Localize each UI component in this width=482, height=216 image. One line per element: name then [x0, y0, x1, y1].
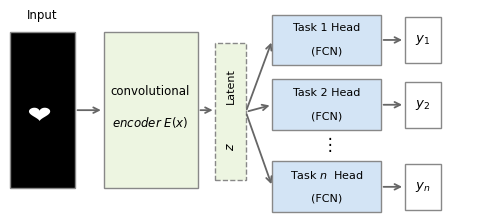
Text: convolutional: convolutional [111, 85, 190, 98]
Text: $z$: $z$ [225, 143, 237, 151]
Text: $y_2$: $y_2$ [415, 98, 430, 112]
FancyBboxPatch shape [405, 81, 441, 128]
Text: $y_n$: $y_n$ [415, 180, 430, 194]
Text: Latent: Latent [226, 68, 236, 104]
FancyBboxPatch shape [272, 162, 381, 212]
Text: (FCN): (FCN) [311, 47, 342, 57]
FancyBboxPatch shape [10, 32, 75, 188]
FancyBboxPatch shape [272, 15, 381, 65]
FancyBboxPatch shape [215, 43, 246, 180]
Text: encoder $E(x)$: encoder $E(x)$ [112, 114, 188, 130]
FancyBboxPatch shape [272, 79, 381, 130]
Text: Task 1 Head: Task 1 Head [293, 23, 360, 33]
FancyBboxPatch shape [104, 32, 198, 188]
Text: $\vdots$: $\vdots$ [321, 135, 333, 154]
FancyBboxPatch shape [405, 17, 441, 63]
Text: Task 2 Head: Task 2 Head [293, 88, 360, 98]
FancyBboxPatch shape [405, 164, 441, 210]
Text: (FCN): (FCN) [311, 194, 342, 204]
Text: $y_1$: $y_1$ [415, 33, 430, 47]
Polygon shape [29, 108, 50, 121]
Text: Task $n$  Head: Task $n$ Head [290, 169, 363, 181]
Text: (FCN): (FCN) [311, 112, 342, 122]
Text: Input: Input [27, 9, 58, 22]
